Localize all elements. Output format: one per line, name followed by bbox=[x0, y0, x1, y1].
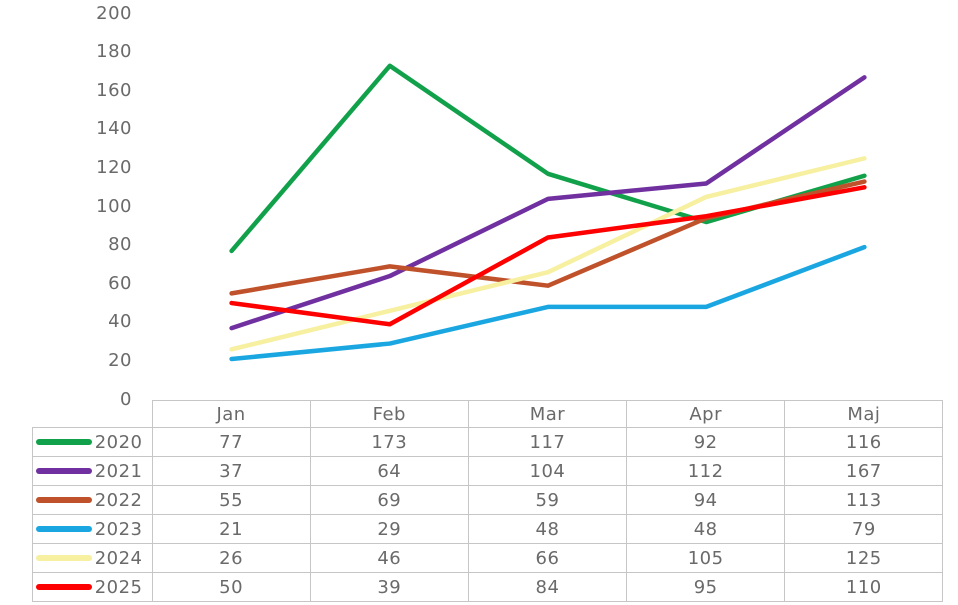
table-value-cell: 64 bbox=[310, 457, 469, 486]
table-value-cell: 116 bbox=[785, 428, 944, 457]
legend-label-2022: 2022 bbox=[94, 489, 143, 511]
table-header-cell: Feb bbox=[310, 400, 469, 428]
series-line-2024 bbox=[229, 156, 867, 352]
legend-cell-2022: 2022 bbox=[32, 486, 153, 515]
table-value-cell: 55 bbox=[152, 486, 311, 515]
table-value-cell: 110 bbox=[785, 573, 944, 602]
legend-swatch-2020 bbox=[35, 439, 92, 445]
table-value-cell: 48 bbox=[468, 515, 628, 544]
y-axis-tick-label: 180 bbox=[96, 41, 132, 63]
legend-label-2024: 2024 bbox=[94, 547, 143, 569]
table-value-cell: 29 bbox=[310, 515, 469, 544]
table-header-cell: Apr bbox=[627, 400, 786, 428]
y-axis-tick-label: 40 bbox=[108, 311, 132, 333]
legend-swatch-2025 bbox=[35, 584, 92, 590]
table-value-cell: 94 bbox=[627, 486, 786, 515]
table-value-cell: 66 bbox=[468, 544, 628, 573]
legend-cell-2021: 2021 bbox=[32, 457, 153, 486]
table-value-cell: 48 bbox=[627, 515, 786, 544]
legend-swatch-2022 bbox=[35, 497, 92, 503]
y-axis-tick-label: 160 bbox=[96, 79, 132, 101]
table-header-cell: Jan bbox=[152, 400, 311, 428]
table-value-cell: 113 bbox=[785, 486, 944, 515]
legend-swatch-2021 bbox=[35, 468, 92, 474]
series-line-2021 bbox=[229, 75, 867, 331]
y-axis-tick-label: 140 bbox=[96, 118, 132, 140]
y-axis-tick-label: 0 bbox=[120, 388, 132, 410]
legend-label-2021: 2021 bbox=[94, 460, 143, 482]
table-value-cell: 167 bbox=[785, 457, 944, 486]
y-axis-tick-label: 120 bbox=[96, 157, 132, 179]
table-value-cell: 21 bbox=[152, 515, 311, 544]
table-value-cell: 112 bbox=[627, 457, 786, 486]
y-axis-tick-label: 60 bbox=[108, 272, 132, 294]
y-axis-tick-label: 80 bbox=[108, 234, 132, 256]
legend-cell-2025: 2025 bbox=[32, 573, 153, 602]
table-value-cell: 104 bbox=[468, 457, 628, 486]
table-value-cell: 69 bbox=[310, 486, 469, 515]
table-value-cell: 117 bbox=[468, 428, 628, 457]
table-value-cell: 50 bbox=[152, 573, 311, 602]
y-axis-tick-label: 20 bbox=[108, 349, 132, 371]
series-line-2023 bbox=[229, 244, 867, 362]
legend-label-2020: 2020 bbox=[94, 431, 143, 453]
legend-cell-2023: 2023 bbox=[32, 515, 153, 544]
table-value-cell: 95 bbox=[627, 573, 786, 602]
legend-cell-2024: 2024 bbox=[32, 544, 153, 573]
table-value-cell: 92 bbox=[627, 428, 786, 457]
series-line-2020 bbox=[229, 63, 867, 254]
table-value-cell: 173 bbox=[310, 428, 469, 457]
table-value-cell: 125 bbox=[785, 544, 944, 573]
table-value-cell: 105 bbox=[627, 544, 786, 573]
table-value-cell: 39 bbox=[310, 573, 469, 602]
legend-swatch-2023 bbox=[35, 526, 92, 532]
y-axis-tick-label: 100 bbox=[96, 195, 132, 217]
y-axis-tick-label: 200 bbox=[96, 2, 132, 24]
legend-label-2025: 2025 bbox=[94, 576, 143, 598]
data-table: Jan Feb Mar Apr Maj 2020 77 173 117 92 116 2021 37 64… bbox=[32, 400, 944, 602]
table-value-cell: 77 bbox=[152, 428, 311, 457]
legend-swatch-2024 bbox=[35, 555, 92, 561]
legend-label-2023: 2023 bbox=[94, 518, 143, 540]
table-header-cell: Mar bbox=[468, 400, 628, 428]
series-line-2025 bbox=[229, 185, 867, 327]
table-corner-cell bbox=[32, 400, 153, 428]
table-value-cell: 46 bbox=[310, 544, 469, 573]
table-header-cell: Maj bbox=[785, 400, 944, 428]
table-value-cell: 59 bbox=[468, 486, 628, 515]
table-value-cell: 79 bbox=[785, 515, 944, 544]
table-value-cell: 26 bbox=[152, 544, 311, 573]
table-value-cell: 84 bbox=[468, 573, 628, 602]
table-value-cell: 37 bbox=[152, 457, 311, 486]
legend-cell-2020: 2020 bbox=[32, 428, 153, 457]
